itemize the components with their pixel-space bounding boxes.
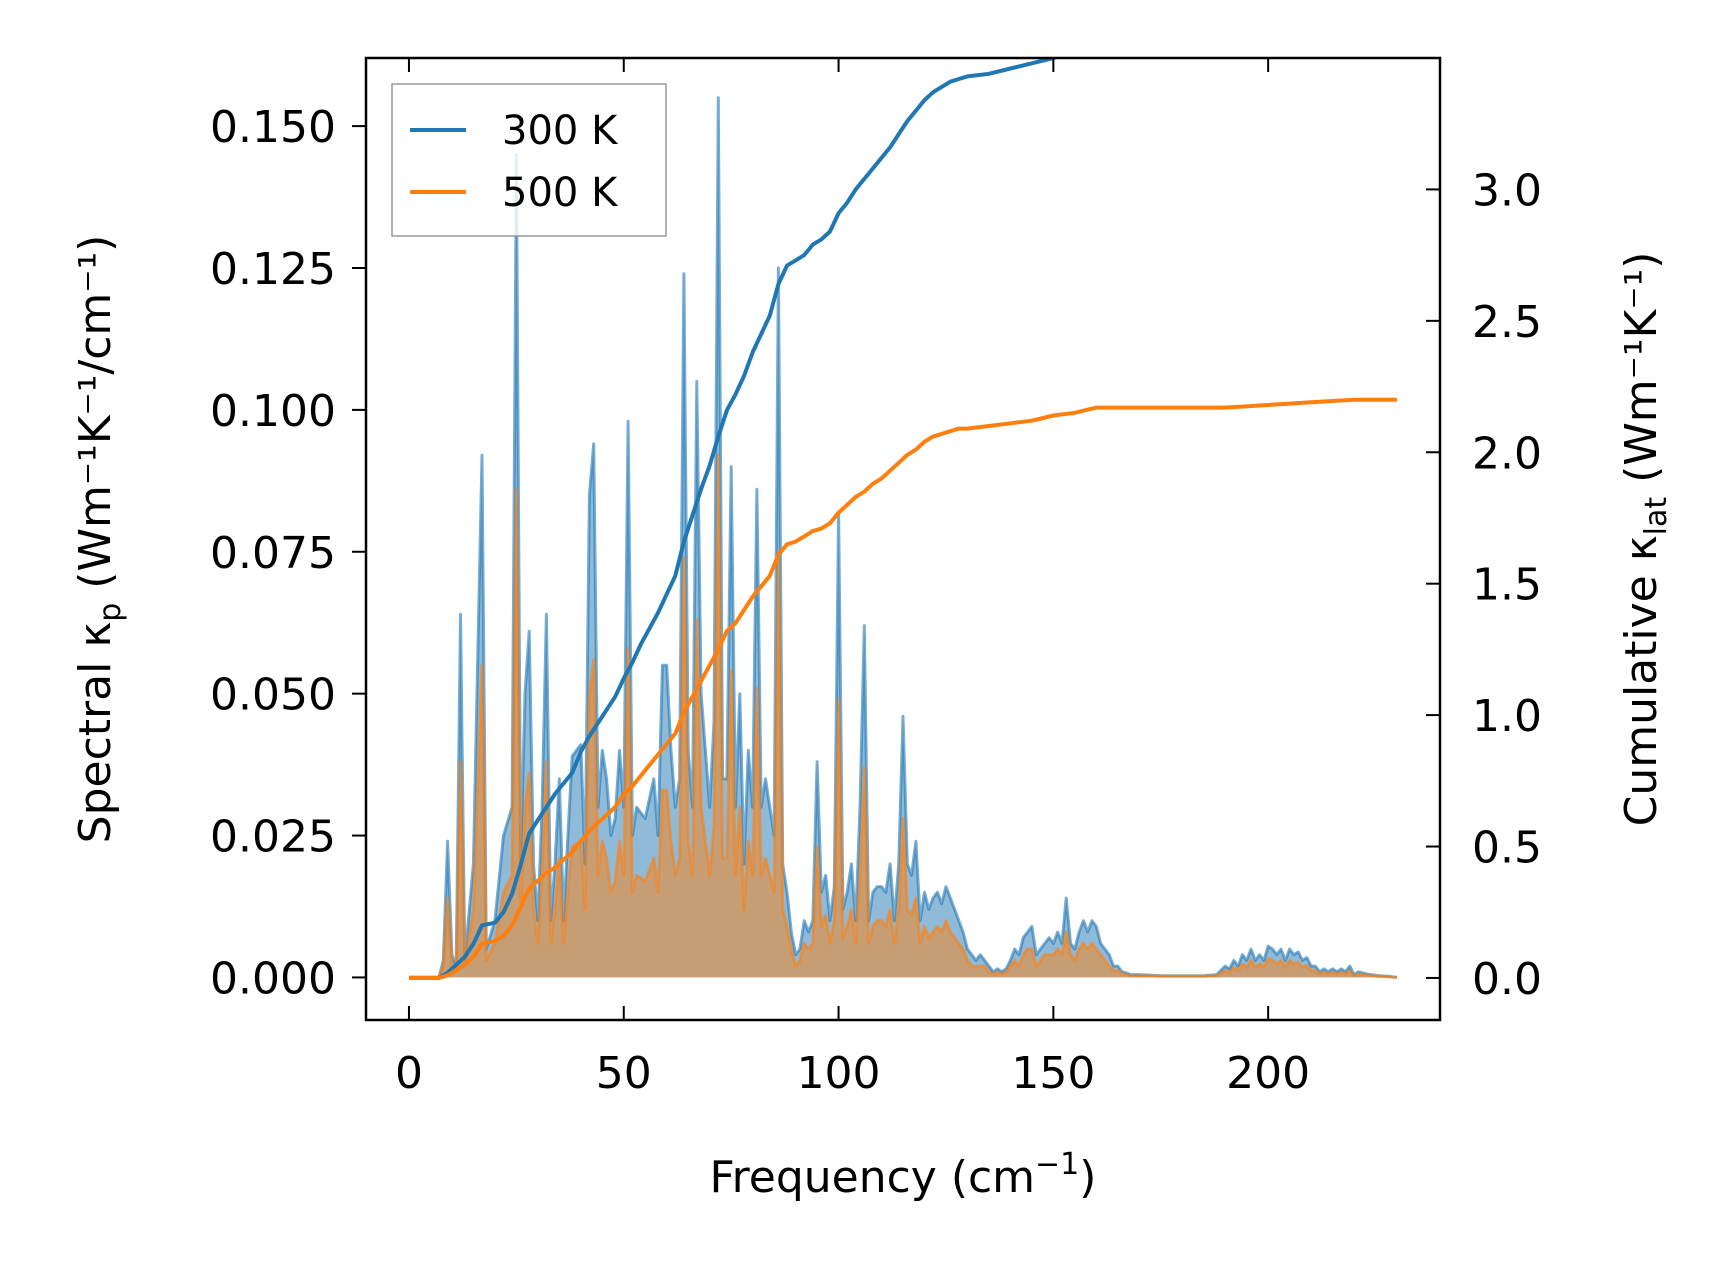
x-tick-label: 100 — [797, 1048, 881, 1099]
x-tick-label: 200 — [1226, 1048, 1310, 1099]
axes-frame — [364, 56, 1442, 1022]
y2-axis-title-text: Cumulative κ — [1616, 535, 1667, 826]
legend: 300 K 500 K — [391, 83, 667, 237]
y-axis-title-units: (Wm⁻¹K⁻¹/cm⁻¹) — [70, 235, 121, 603]
plot-inner — [409, 58, 1398, 980]
x-tick-label: 50 — [596, 1048, 652, 1099]
y2-tick-label: 2.5 — [1472, 297, 1542, 348]
x-axis-title-text: Frequency (cm — [710, 1152, 1036, 1203]
x-tick-label: 0 — [395, 1048, 423, 1099]
y2-tick-label: 2.0 — [1472, 428, 1542, 479]
y2-axis-title: Cumulative κlat (Wm⁻¹K⁻¹) — [1616, 252, 1674, 827]
y-tick-label: 0.025 — [210, 812, 336, 863]
y2-axis-title-sub: lat — [1639, 497, 1674, 536]
y-axis-title: Spectral κp (Wm⁻¹K⁻¹/cm⁻¹) — [70, 235, 128, 844]
y2-tick-label: 1.0 — [1472, 691, 1542, 742]
plot-area — [409, 58, 1398, 980]
y2-tick-label: 0.5 — [1472, 823, 1542, 874]
legend-label-0: 300 K — [502, 108, 619, 154]
spectral-line-300-k — [409, 96, 1398, 979]
axes: 0 50 100 150 200 0.000 0.025 0.050 0.075 0.100 0.1… — [70, 56, 1674, 1203]
y-tick-label: 0.150 — [210, 102, 336, 153]
y2-tick-label: 3.0 — [1472, 165, 1542, 216]
legend-label-1: 500 K — [502, 170, 619, 216]
x-tick-label: 150 — [1011, 1048, 1095, 1099]
y-axis-title-text: Spectral κ — [70, 622, 121, 844]
y-tick-label: 0.100 — [210, 386, 336, 437]
spectral-area-500-k — [409, 455, 1397, 978]
y2-tick-label: 0.0 — [1472, 954, 1542, 1005]
y2-axis-title-units: (Wm⁻¹K⁻¹) — [1616, 252, 1667, 497]
y2-tick-label: 1.5 — [1472, 560, 1542, 611]
x-axis-title-end: ) — [1079, 1152, 1096, 1203]
spectral-line-500-k — [409, 453, 1398, 979]
y-tick-label: 0.075 — [210, 528, 336, 579]
x-axis-title-sup: −1 — [1035, 1147, 1079, 1182]
y-tick-label: 0.050 — [210, 670, 336, 721]
x-axis-title: Frequency (cm−1) — [710, 1147, 1097, 1203]
cumulative-line-500-k — [409, 397, 1397, 980]
legend-box — [391, 83, 667, 237]
y-tick-label: 0.000 — [210, 953, 336, 1004]
y-axis-title-sub: p — [93, 603, 128, 622]
y-tick-label: 0.125 — [210, 244, 336, 295]
cumulative-line-300-k — [409, 58, 1060, 980]
